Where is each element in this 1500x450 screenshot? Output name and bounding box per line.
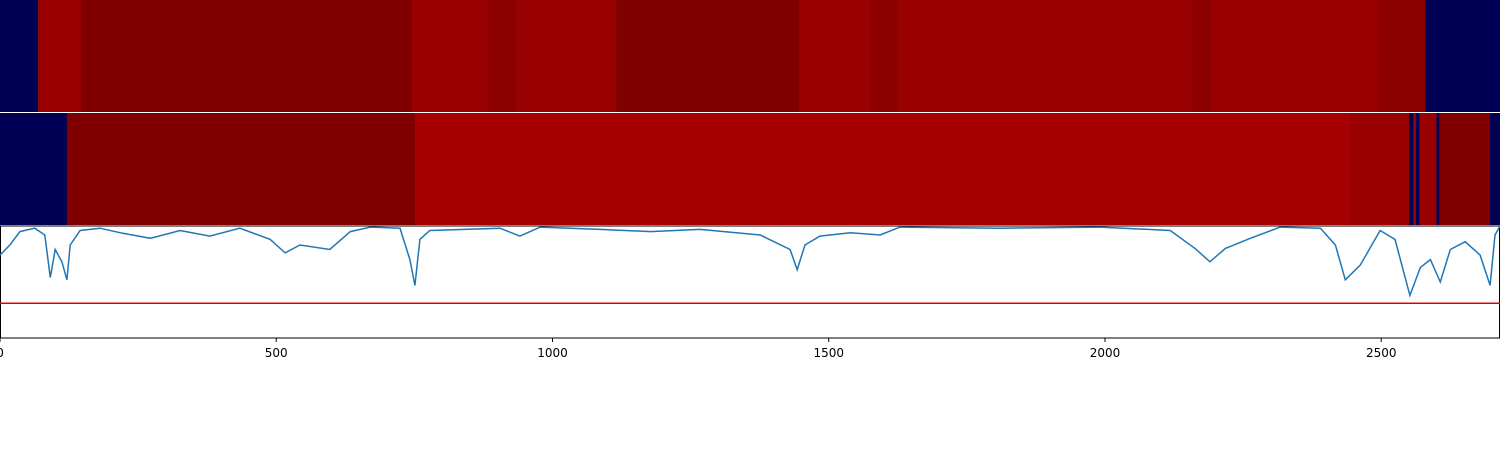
x-tick-label: 0 xyxy=(0,346,4,360)
x-tick-label: 2000 xyxy=(1090,346,1121,360)
segment xyxy=(1349,113,1410,225)
segment xyxy=(1378,0,1426,112)
segment xyxy=(414,113,1350,225)
segment xyxy=(1425,0,1500,112)
x-tick-label: 2500 xyxy=(1366,346,1397,360)
segment xyxy=(798,0,871,112)
segment xyxy=(38,0,82,112)
segment xyxy=(616,0,800,112)
segment xyxy=(897,0,1193,112)
segment xyxy=(66,113,416,225)
segment xyxy=(1419,113,1437,225)
segment xyxy=(81,0,413,112)
series-line xyxy=(0,225,1500,298)
segment xyxy=(870,0,898,112)
segment xyxy=(1490,113,1500,225)
segment xyxy=(0,113,68,225)
x-tick-label: 1000 xyxy=(537,346,568,360)
panel-frame xyxy=(0,225,1500,339)
segment xyxy=(1439,113,1491,225)
segment xyxy=(1192,0,1212,112)
segment xyxy=(1416,113,1420,225)
segment xyxy=(1211,0,1379,112)
segment xyxy=(488,0,518,112)
segment xyxy=(412,0,490,112)
segment xyxy=(1413,113,1417,225)
segment xyxy=(0,0,39,112)
segment xyxy=(517,0,617,112)
x-tick-label: 1500 xyxy=(813,346,844,360)
x-tick-label: 500 xyxy=(265,346,288,360)
segment xyxy=(1436,113,1440,225)
segment xyxy=(1409,113,1414,225)
